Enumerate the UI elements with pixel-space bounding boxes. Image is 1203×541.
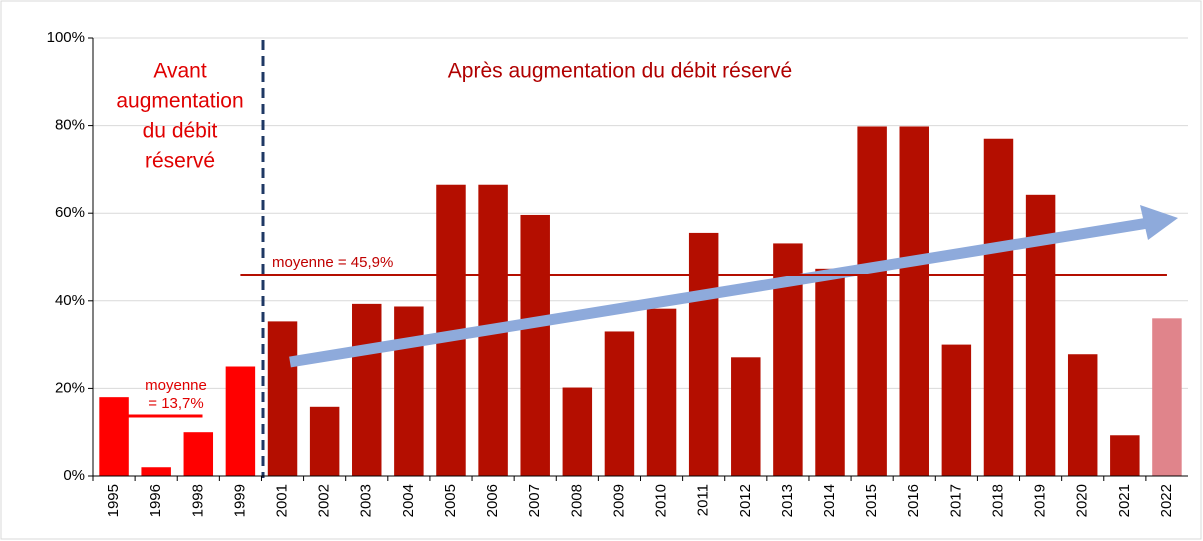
bar xyxy=(899,126,929,476)
bar xyxy=(99,397,129,476)
x-tick-label: 2014 xyxy=(821,484,838,517)
bar xyxy=(394,306,424,476)
x-tick-label: 2015 xyxy=(863,484,880,517)
bar xyxy=(352,303,382,476)
bar xyxy=(983,138,1014,477)
bar xyxy=(941,344,972,476)
bar xyxy=(646,308,677,476)
x-tick-label: 2019 xyxy=(1032,484,1049,517)
trend-arrow xyxy=(289,217,1149,368)
bar xyxy=(731,357,761,476)
x-tick-label: 1999 xyxy=(231,484,248,517)
x-tick-label: 2022 xyxy=(1158,484,1175,517)
annotation: Après augmentation du débit réservé xyxy=(448,60,792,83)
trend-arrow-head xyxy=(1140,205,1178,240)
annotation: Avant xyxy=(153,60,206,83)
bar xyxy=(183,432,214,476)
x-tick-label: 2009 xyxy=(610,484,627,517)
annotation: du débit xyxy=(143,120,218,143)
x-tick-label: 2016 xyxy=(905,484,922,517)
bar xyxy=(562,387,593,476)
bar xyxy=(1152,318,1182,476)
bar xyxy=(688,232,719,476)
x-tick-label: 2013 xyxy=(779,484,796,517)
annotation: augmentation xyxy=(116,90,243,113)
bar xyxy=(604,331,635,476)
bar xyxy=(141,467,171,476)
bar xyxy=(225,366,256,476)
y-tick-label: 20% xyxy=(55,379,85,396)
annotation: réservé xyxy=(145,150,215,173)
x-tick-label: 2017 xyxy=(947,484,964,517)
x-tick-label: 2020 xyxy=(1074,484,1091,517)
x-tick-label: 2006 xyxy=(484,484,501,517)
bar xyxy=(1110,435,1140,476)
x-tick-label: 2004 xyxy=(400,484,417,517)
bar xyxy=(309,406,340,476)
x-tick-label: 2008 xyxy=(568,484,585,517)
x-tick-label: 2003 xyxy=(358,484,375,517)
x-tick-label: 2010 xyxy=(653,484,670,517)
bar xyxy=(815,268,845,476)
y-tick-label: 80% xyxy=(55,117,85,134)
x-tick-label: 2007 xyxy=(526,484,543,517)
x-tick-label: 2002 xyxy=(316,484,333,517)
y-tick-label: 100% xyxy=(47,29,85,46)
x-tick-label: 1995 xyxy=(105,484,122,517)
bar xyxy=(857,126,887,476)
x-tick-label: 2012 xyxy=(737,484,754,517)
mean-label: = 13,7% xyxy=(148,395,203,412)
y-tick-label: 40% xyxy=(55,292,85,309)
x-tick-label: 2011 xyxy=(695,484,712,516)
bar xyxy=(1067,354,1098,476)
bar xyxy=(520,214,550,476)
x-tick-label: 2005 xyxy=(442,484,459,517)
x-tick-label: 2021 xyxy=(1116,484,1133,517)
mean-label: moyenne xyxy=(145,377,207,394)
x-tick-label: 1996 xyxy=(147,484,164,517)
y-tick-label: 0% xyxy=(63,467,85,484)
x-tick-label: 2018 xyxy=(989,484,1006,517)
y-tick-label: 60% xyxy=(55,204,85,221)
x-tick-label: 1998 xyxy=(189,484,206,517)
mean-label: moyenne = 45,9% xyxy=(272,254,393,271)
x-tick-label: 2001 xyxy=(273,484,290,517)
bar xyxy=(267,321,298,476)
